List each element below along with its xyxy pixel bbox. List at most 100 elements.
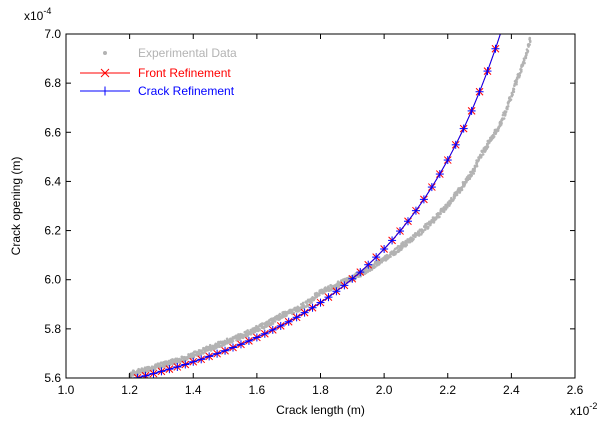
experimental-data-point bbox=[504, 112, 507, 116]
experimental-data-point bbox=[451, 198, 455, 202]
x-multiplier-exponent: -2 bbox=[589, 401, 597, 411]
experimental-data-point bbox=[246, 329, 249, 332]
experimental-data-point bbox=[421, 229, 425, 233]
experimental-data-point bbox=[475, 162, 479, 166]
experimental-data-point bbox=[509, 98, 513, 101]
y-multiplier-exponent: -4 bbox=[43, 6, 51, 16]
experimental-data-point bbox=[502, 117, 506, 120]
y-tick-label: 6.4 bbox=[44, 174, 61, 188]
experimental-data-point bbox=[528, 39, 532, 43]
experimental-data-point bbox=[374, 265, 377, 268]
experimental-data-point bbox=[464, 180, 468, 184]
x-axis-multiplier: x10-2 bbox=[570, 401, 597, 418]
experimental-data-point bbox=[512, 87, 516, 91]
y-tick-label: 6.6 bbox=[44, 125, 61, 139]
experimental-data-point bbox=[417, 232, 421, 235]
experimental-data-point bbox=[438, 215, 441, 219]
experimental-data-point bbox=[401, 241, 405, 244]
experimental-data-point bbox=[526, 49, 530, 53]
experimental-data-point bbox=[455, 193, 459, 197]
experimental-data-point bbox=[389, 255, 392, 258]
experimental-data-point bbox=[322, 291, 326, 294]
experimental-data-point bbox=[450, 196, 453, 200]
y-axis-multiplier: x10-4 bbox=[24, 6, 51, 23]
x-tick-label: 2.0 bbox=[376, 383, 393, 397]
experimental-data-point bbox=[473, 169, 476, 173]
x-tick-label: 2.6 bbox=[567, 383, 584, 397]
y-multiplier-base: x10 bbox=[24, 9, 44, 23]
y-tick-label: 7.0 bbox=[44, 27, 61, 41]
experimental-data-point bbox=[278, 312, 282, 316]
experimental-data-point bbox=[235, 338, 238, 342]
experimental-data-point bbox=[463, 183, 467, 186]
experimental-data-point bbox=[528, 43, 531, 46]
y-tick-label: 6.2 bbox=[44, 224, 61, 238]
experimental-data-point bbox=[249, 332, 253, 335]
experimental-data-point bbox=[231, 339, 235, 343]
experimental-data-point bbox=[506, 102, 510, 105]
experimental-data-point bbox=[521, 64, 525, 67]
experimental-data-point bbox=[260, 322, 264, 326]
legend-crack-label: Crack Refinement bbox=[138, 84, 235, 98]
y-tick-label: 5.8 bbox=[44, 322, 61, 336]
legend-experimental-label: Experimental Data bbox=[138, 46, 237, 60]
experimental-data-point bbox=[470, 174, 473, 177]
experimental-data-point bbox=[439, 211, 442, 215]
experimental-data-point bbox=[444, 208, 448, 211]
experimental-data-point bbox=[524, 56, 528, 60]
experimental-data-point bbox=[227, 341, 231, 344]
experimental-data-point bbox=[298, 308, 302, 311]
experimental-data-point bbox=[292, 311, 296, 315]
experimental-data-point bbox=[523, 61, 526, 65]
experimental-data-point bbox=[496, 129, 500, 132]
experimental-data-point bbox=[329, 288, 332, 292]
experimental-data-point bbox=[354, 272, 358, 275]
experimental-data-point bbox=[492, 135, 496, 138]
x-marker-stroke bbox=[100, 68, 110, 78]
experimental-data-point bbox=[313, 297, 316, 301]
experimental-data-point bbox=[306, 303, 310, 307]
experimental-data-point bbox=[506, 104, 510, 108]
experimental-data-point bbox=[477, 157, 481, 161]
experimental-data-point bbox=[442, 205, 446, 209]
experimental-data-point bbox=[453, 196, 456, 200]
x-marker-stroke bbox=[500, 21, 507, 28]
experimental-data-point bbox=[423, 228, 427, 231]
experimental-data-point bbox=[515, 82, 518, 86]
experimental-data-point bbox=[504, 110, 508, 114]
y-tick-label: 5.6 bbox=[44, 371, 61, 385]
experimental-data-point bbox=[528, 36, 532, 40]
experimental-data-point bbox=[208, 343, 212, 347]
legend-front-label: Front Refinement bbox=[138, 66, 231, 80]
experimental-data-point bbox=[520, 68, 523, 72]
experimental-data-point bbox=[368, 267, 371, 271]
x-tick-label: 2.2 bbox=[439, 383, 456, 397]
experimental-data-point bbox=[508, 96, 511, 99]
x-tick-label: 1.6 bbox=[249, 383, 266, 397]
experimental-data-point bbox=[412, 237, 415, 241]
experimental-data-point bbox=[366, 270, 370, 273]
x-tick-label: 2.4 bbox=[503, 383, 520, 397]
experimental-data-point bbox=[309, 299, 313, 302]
y-tick-label: 6.0 bbox=[44, 273, 61, 287]
experimental-data-point bbox=[408, 240, 412, 244]
experimental-data-point bbox=[271, 321, 275, 324]
experimental-data-point bbox=[468, 176, 471, 180]
experimental-data-point bbox=[515, 78, 519, 81]
experimental-data-point bbox=[432, 221, 436, 224]
experimental-data-point bbox=[427, 225, 430, 229]
experimental-data-point bbox=[475, 164, 479, 168]
experimental-data-point bbox=[501, 113, 505, 117]
x-axis-label: Crack length (m) bbox=[276, 403, 365, 417]
x-multiplier-base: x10 bbox=[570, 404, 590, 418]
legend-experimental-marker bbox=[103, 51, 107, 55]
experimental-data-point bbox=[481, 153, 485, 156]
crack-refinement-series bbox=[133, 34, 501, 378]
x-tick-label: 1.8 bbox=[312, 383, 329, 397]
y-axis-label: Crack opening (m) bbox=[9, 157, 23, 256]
experimental-data-point bbox=[221, 340, 224, 344]
experimental-data-point bbox=[285, 314, 288, 317]
experimental-data-point bbox=[472, 172, 476, 175]
x-marker-stroke bbox=[508, 0, 515, 2]
